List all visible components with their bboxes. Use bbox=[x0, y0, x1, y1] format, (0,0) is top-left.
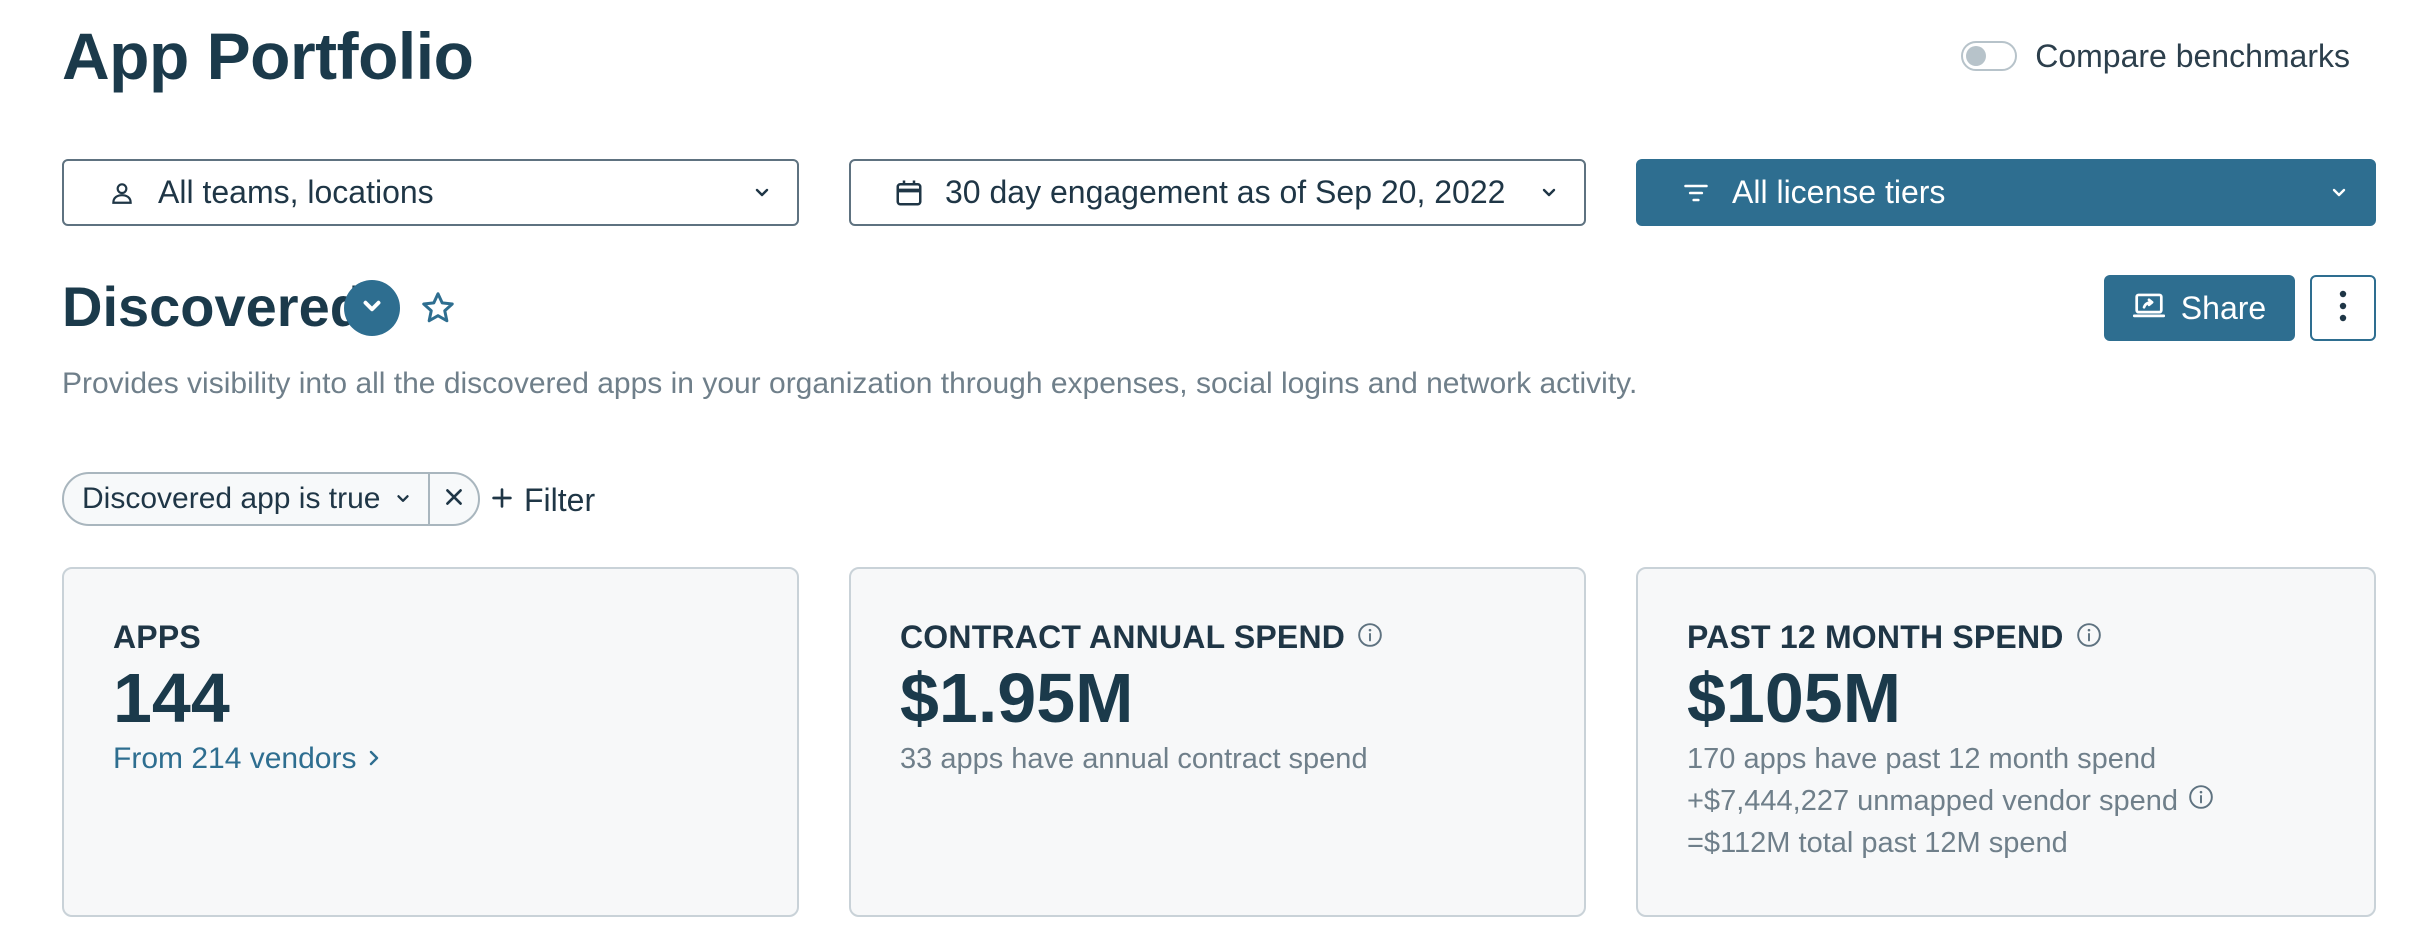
contract-annual-spend-sub: 33 apps have annual contract spend bbox=[900, 743, 1368, 775]
chevron-down-icon bbox=[1534, 178, 1564, 208]
past-12-month-apps-line: 170 apps have past 12 month spend bbox=[1687, 743, 2157, 775]
apps-value: 144 bbox=[113, 659, 230, 737]
apps-label-text: APPS bbox=[113, 619, 201, 655]
past-12-month-spend-label-text: PAST 12 MONTH SPEND bbox=[1687, 619, 2064, 655]
info-icon[interactable] bbox=[2076, 619, 2102, 656]
add-filter-button[interactable]: Filter bbox=[490, 476, 595, 524]
share-button[interactable]: Share bbox=[2104, 275, 2295, 341]
info-icon[interactable] bbox=[2188, 780, 2214, 822]
engagement-date-label: 30 day engagement as of Sep 20, 2022 bbox=[945, 174, 1506, 210]
section-menu-button[interactable] bbox=[344, 280, 400, 336]
contract-annual-spend-label: CONTRACT ANNUAL SPEND bbox=[900, 619, 1554, 656]
vendors-link-text: From 214 vendors bbox=[113, 742, 357, 775]
contract-annual-spend-value: $1.95M bbox=[900, 659, 1134, 737]
chevron-down-icon[interactable] bbox=[390, 486, 416, 512]
contract-annual-spend-card: CONTRACT ANNUAL SPEND $1.95M 33 apps hav… bbox=[849, 567, 1586, 917]
apps-card: APPS 144 From 214 vendors bbox=[62, 567, 799, 917]
info-icon[interactable] bbox=[1357, 619, 1383, 656]
past-12-month-spend-card: PAST 12 MONTH SPEND $105M 170 apps have … bbox=[1636, 567, 2376, 917]
section-title: Discovered bbox=[62, 275, 364, 338]
filter-chip: Discovered app is true bbox=[62, 472, 481, 526]
filter-icon bbox=[1678, 175, 1714, 211]
chevron-down-icon bbox=[747, 178, 777, 208]
remove-filter-button[interactable] bbox=[430, 474, 478, 524]
page-title: App Portfolio bbox=[62, 19, 474, 93]
plus-icon bbox=[490, 486, 514, 515]
favorite-star-icon[interactable] bbox=[414, 284, 462, 332]
compare-benchmarks-toggle[interactable] bbox=[1961, 41, 2018, 71]
chevron-down-icon bbox=[2324, 178, 2354, 208]
compare-benchmarks-label: Compare benchmarks bbox=[2035, 37, 2350, 74]
chevron-down-icon bbox=[359, 293, 385, 324]
person-icon bbox=[104, 175, 140, 211]
unmapped-vendor-spend-line: +$7,444,227 unmapped vendor spend bbox=[1687, 780, 2344, 822]
section-description: Provides visibility into all the discove… bbox=[62, 367, 1638, 400]
toggle-knob bbox=[1966, 46, 1987, 66]
apps-label: APPS bbox=[113, 619, 767, 656]
total-past-12m-spend-line: =$112M total past 12M spend bbox=[1687, 827, 2068, 859]
unmapped-vendor-spend-text: +$7,444,227 unmapped vendor spend bbox=[1687, 785, 2178, 817]
teams-locations-dropdown[interactable]: All teams, locations bbox=[62, 159, 799, 226]
license-tiers-label: All license tiers bbox=[1732, 174, 1946, 210]
more-options-button[interactable] bbox=[2310, 275, 2376, 341]
chip-divider bbox=[428, 472, 431, 526]
close-icon bbox=[443, 486, 465, 513]
past-12-month-spend-label: PAST 12 MONTH SPEND bbox=[1687, 619, 2344, 656]
license-tiers-dropdown[interactable]: All license tiers bbox=[1636, 159, 2376, 226]
vendors-link[interactable]: From 214 vendors bbox=[113, 742, 767, 776]
share-screen-icon bbox=[2132, 292, 2165, 325]
add-filter-label: Filter bbox=[524, 481, 596, 518]
contract-annual-spend-label-text: CONTRACT ANNUAL SPEND bbox=[900, 619, 1346, 655]
more-vertical-icon bbox=[2338, 289, 2348, 328]
share-label: Share bbox=[2180, 289, 2267, 326]
chevron-right-icon bbox=[366, 742, 382, 776]
engagement-date-dropdown[interactable]: 30 day engagement as of Sep 20, 2022 bbox=[849, 159, 1586, 226]
compare-benchmarks-control[interactable]: Compare benchmarks bbox=[1961, 30, 2350, 82]
filter-chip-label[interactable]: Discovered app is true bbox=[82, 482, 381, 515]
past-12-month-spend-value: $105M bbox=[1687, 659, 1902, 737]
teams-locations-label: All teams, locations bbox=[158, 174, 434, 210]
calendar-icon bbox=[891, 175, 927, 211]
